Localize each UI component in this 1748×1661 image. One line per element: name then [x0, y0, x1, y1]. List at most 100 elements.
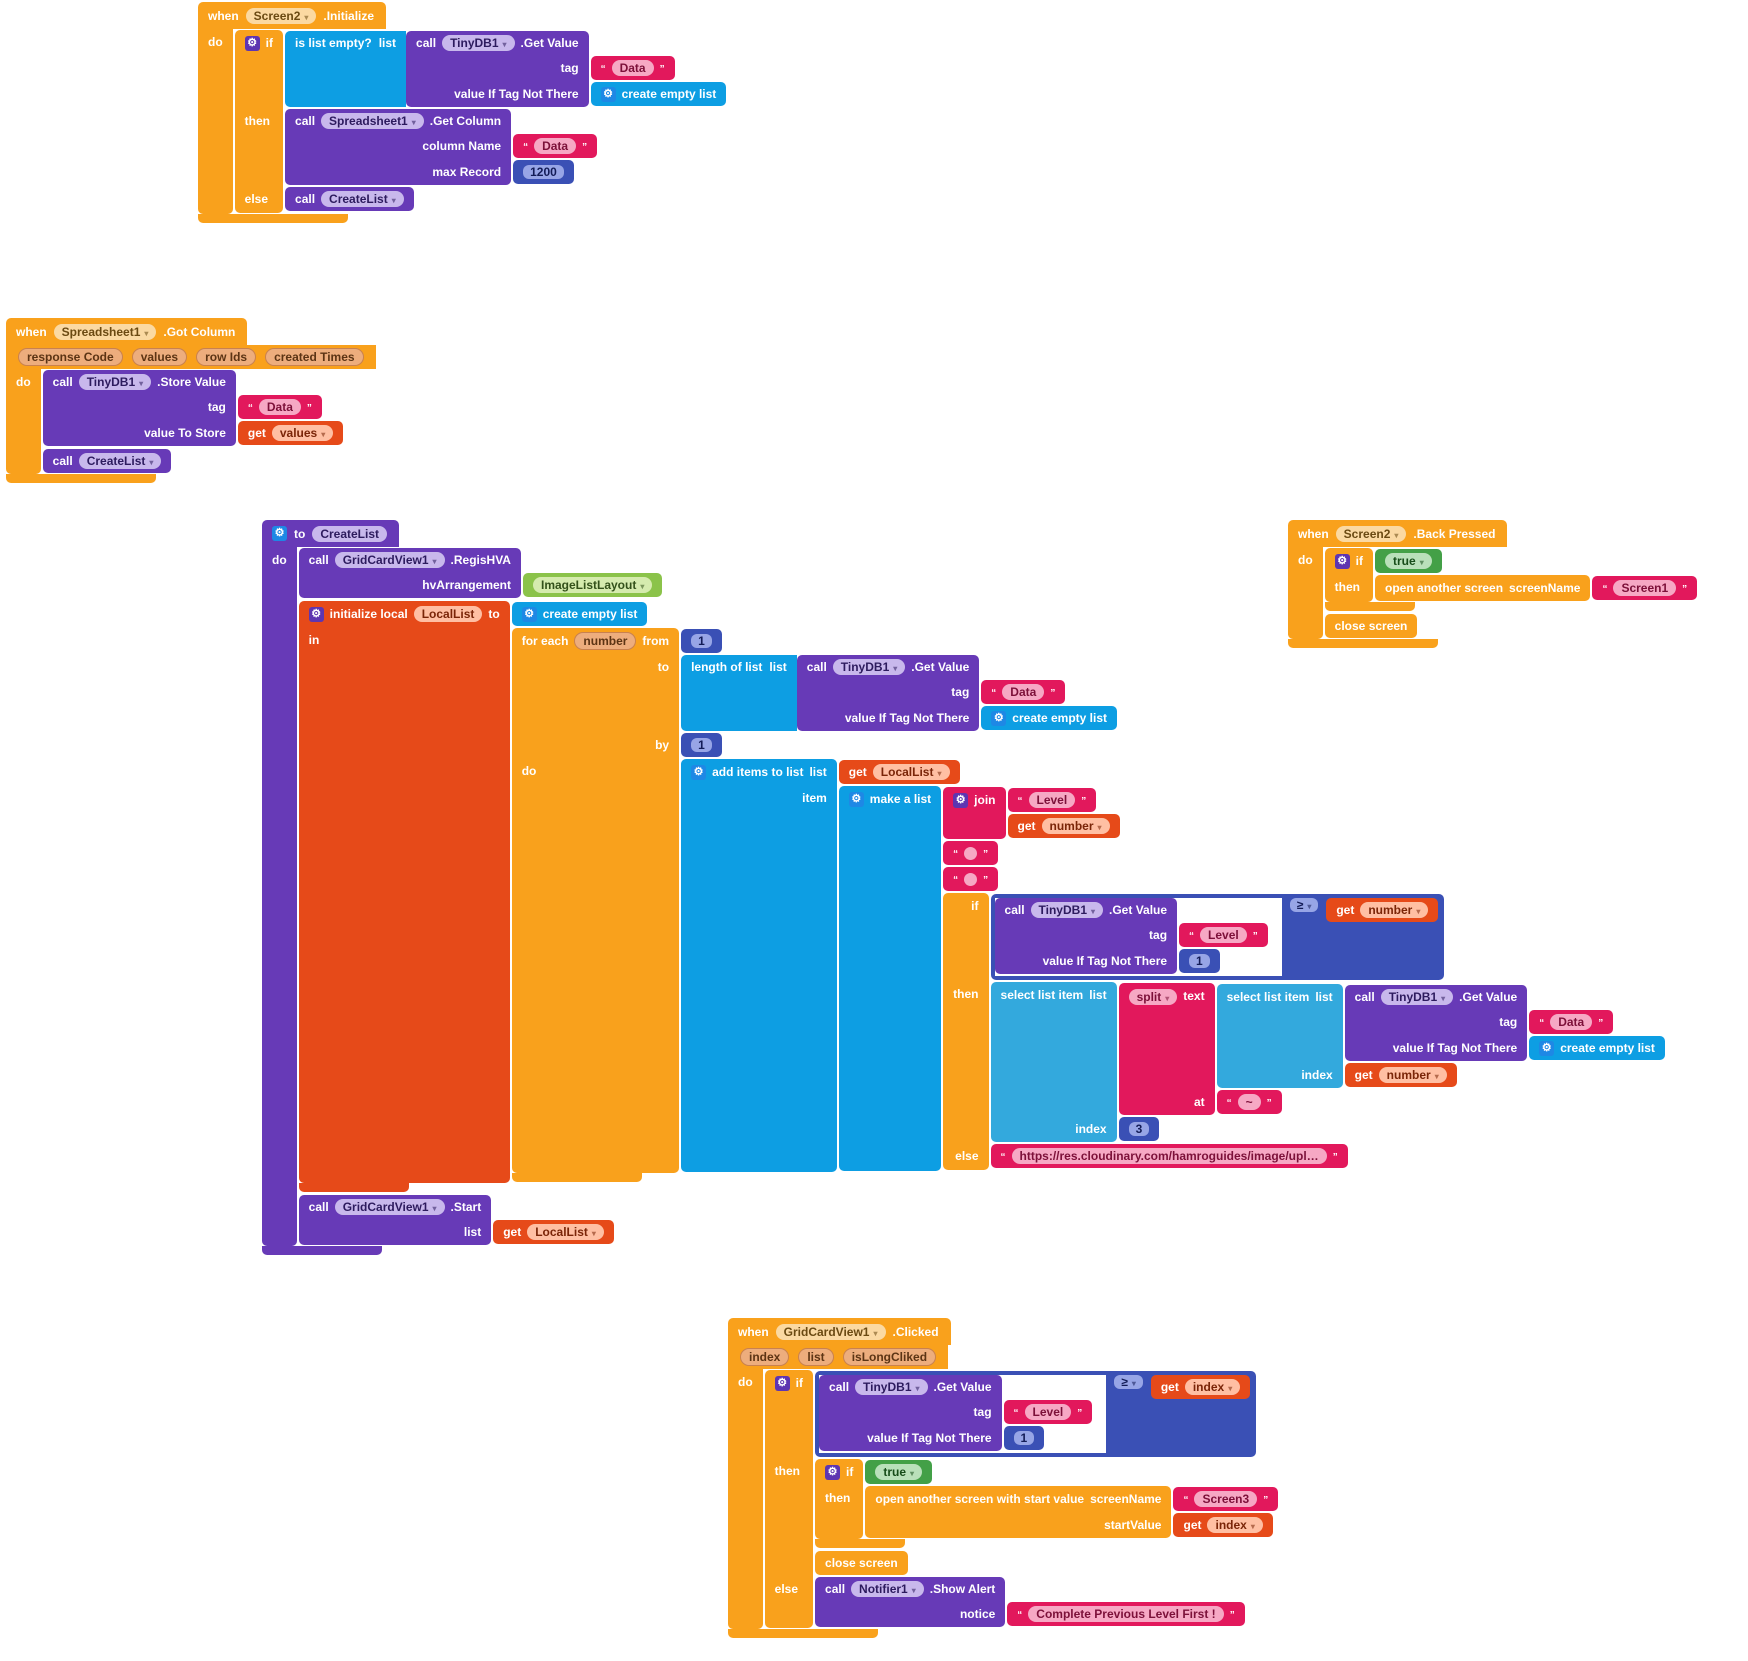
string-data[interactable]: Data [590, 56, 675, 80]
empty-string-block[interactable] [943, 841, 999, 865]
string-level[interactable]: Level [1179, 923, 1268, 947]
procedure-header[interactable]: to CreateList [262, 520, 400, 547]
string-url[interactable]: https://res.cloudinary.com/hamroguides/i… [990, 1144, 1348, 1168]
number-3-block[interactable]: 3 [1118, 1117, 1160, 1141]
string-data[interactable]: Data [981, 680, 1066, 704]
mutator-gear-icon[interactable] [308, 606, 324, 622]
string-data[interactable]: Data [237, 395, 322, 419]
param-values[interactable]: values [131, 348, 188, 366]
get-index-block[interactable]: get index [1150, 1375, 1251, 1399]
locallist-name-pill[interactable]: LocalList [413, 606, 483, 622]
param-response-code[interactable]: response Code [18, 348, 123, 366]
screen2-initialize-event-block[interactable]: when Screen2 .Initialize do if is list e… [198, 2, 727, 223]
index-var-dropdown[interactable]: index [1184, 1379, 1241, 1395]
get-locallist-block[interactable]: get LocalList [493, 1220, 614, 1244]
mutator-gear-icon[interactable] [848, 792, 864, 807]
number-1200-block[interactable]: 1200 [513, 160, 574, 184]
close-screen-block[interactable]: close screen [1324, 614, 1418, 638]
get-number-block[interactable]: get number [1344, 1063, 1457, 1087]
if-wrapper[interactable]: if true then open another screenscreenNa… [1324, 548, 1698, 611]
string-level[interactable]: Level [1003, 1400, 1093, 1424]
if-block[interactable]: if true then open another screen with st… [815, 1459, 1279, 1539]
number-1-block[interactable]: 1 [681, 629, 722, 653]
string-tilde[interactable]: ~ [1216, 1090, 1282, 1114]
createlist-dropdown[interactable]: CreateList [78, 453, 162, 469]
event-header[interactable]: when Screen2 .Back Pressed [1288, 520, 1508, 547]
create-empty-list-block[interactable]: create empty list [1529, 1036, 1665, 1060]
tinydb1-dropdown[interactable]: TinyDB1 [78, 374, 152, 390]
get-values-block[interactable]: get values [237, 421, 344, 445]
tinydb1-dropdown[interactable]: TinyDB1 [442, 35, 515, 51]
number-var-dropdown[interactable]: number [1378, 1067, 1447, 1083]
spreadsheet-gotcolumn-event-block[interactable]: when Spreadsheet1 .Got Column response C… [6, 318, 376, 483]
get-locallist-block[interactable]: get LocalList [838, 760, 960, 784]
param-list[interactable]: list [798, 1348, 834, 1366]
mutator-gear-icon[interactable] [953, 792, 969, 808]
screen2-dropdown[interactable]: Screen2 [245, 7, 317, 24]
param-row-ids[interactable]: row Ids [196, 348, 257, 366]
if-block[interactable]: if true then open another screenscreenNa… [1324, 548, 1698, 602]
screen2-dropdown[interactable]: Screen2 [1335, 525, 1407, 542]
for-each-block[interactable]: for each number from 1 to length of list li… [511, 628, 1665, 1173]
mutator-gear-icon[interactable] [991, 710, 1007, 726]
make-a-list-block[interactable]: make a list join Level [838, 786, 1665, 1171]
open-screen-with-startvalue-block[interactable]: open another screen with start value scre… [865, 1486, 1279, 1538]
event-header[interactable]: when Spreadsheet1 .Got Column [6, 318, 248, 345]
mutator-gear-icon[interactable] [272, 526, 287, 541]
gridcardview-clicked-event-block[interactable]: when GridCardView1 .Clicked index list i… [728, 1318, 1279, 1638]
tinydb1-dropdown[interactable]: TinyDB1 [1030, 902, 1104, 918]
gridcardview1-dropdown[interactable]: GridCardView1 [334, 552, 445, 568]
event-header[interactable]: when Screen2 .Initialize [198, 2, 387, 29]
mutator-gear-icon[interactable] [244, 36, 260, 51]
true-dropdown[interactable]: true [875, 1464, 923, 1480]
mutator-gear-icon[interactable] [1539, 1040, 1555, 1056]
empty-string-block[interactable] [943, 867, 999, 891]
createlist-procedure-block[interactable]: to CreateList do callGridCardView1.Regis… [262, 520, 1665, 1255]
createlist-dropdown[interactable]: CreateList [321, 191, 404, 207]
split-dropdown[interactable]: split [1128, 989, 1178, 1005]
index-var-dropdown[interactable]: index [1207, 1517, 1263, 1533]
string-complete-previous-level[interactable]: Complete Previous Level First ! [1007, 1602, 1245, 1626]
param-created-times[interactable]: created Times [265, 348, 364, 366]
spreadsheet1-dropdown[interactable]: Spreadsheet1 [53, 323, 157, 340]
param-islongcliked[interactable]: isLongCliked [842, 1348, 937, 1366]
gridcardview1-dropdown[interactable]: GridCardView1 [334, 1199, 445, 1215]
screen2-backpressed-event-block[interactable]: when Screen2 .Back Pressed do if true th… [1288, 520, 1698, 648]
tinydb1-dropdown[interactable]: TinyDB1 [832, 659, 906, 675]
notifier1-dropdown[interactable]: Notifier1 [851, 1581, 924, 1597]
string-data[interactable]: Data [1529, 1010, 1614, 1034]
create-empty-list-block[interactable]: create empty list [981, 706, 1118, 730]
locallist-var-dropdown[interactable]: LocalList [872, 764, 950, 780]
mutator-gear-icon[interactable] [825, 1464, 841, 1480]
imagelistlayout-dropdown[interactable]: ImageListLayout [532, 577, 653, 593]
mutator-gear-icon[interactable] [521, 606, 537, 622]
number-var-dropdown[interactable]: number [1041, 818, 1110, 834]
call-createlist-block[interactable]: call CreateList [285, 187, 414, 211]
mutator-gear-icon[interactable] [691, 764, 707, 780]
number-var-pill[interactable]: number [574, 632, 637, 650]
string-screen1[interactable]: Screen1 [1592, 576, 1698, 600]
for-each-wrapper[interactable]: for each number from 1 to length of list li… [511, 628, 1665, 1182]
spreadsheet1-dropdown[interactable]: Spreadsheet1 [321, 113, 424, 129]
true-dropdown[interactable]: true [1385, 553, 1432, 569]
